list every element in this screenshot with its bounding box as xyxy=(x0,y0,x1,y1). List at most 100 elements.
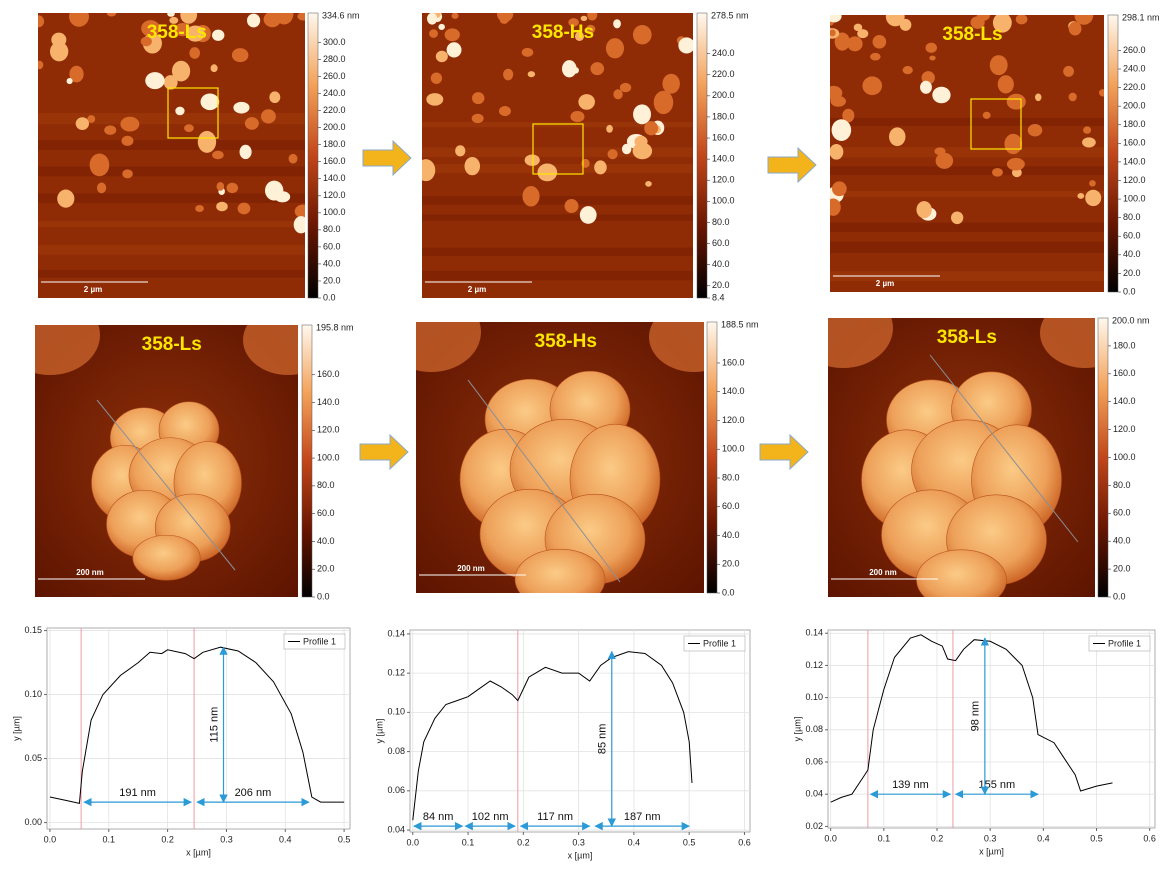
afm-grain xyxy=(289,154,298,164)
panel-label: 358-Ls xyxy=(142,334,202,355)
afm-grain xyxy=(431,72,442,83)
afm-grain xyxy=(243,305,333,375)
x-tick-label: 0.5 xyxy=(338,834,351,844)
afm-grain xyxy=(451,13,458,19)
afm-grain xyxy=(247,14,260,28)
afm-grain xyxy=(275,191,291,202)
afm-grain xyxy=(172,61,190,82)
afm-grain xyxy=(644,121,658,135)
colorbar-tick-label: 60.0 xyxy=(1123,231,1141,241)
colorbar-tick-label: 160.0 xyxy=(317,369,340,379)
colorbar-tick-label: 100.0 xyxy=(1113,452,1136,462)
afm-grain xyxy=(868,80,877,86)
plot-area xyxy=(47,628,350,829)
afm-grain xyxy=(793,288,893,368)
afm-grain xyxy=(1069,22,1082,36)
colorbar-tick-label: 160.0 xyxy=(323,156,346,166)
afm-grain xyxy=(438,24,445,30)
afm-grain xyxy=(212,151,224,159)
afm-grain xyxy=(886,7,905,26)
colorbar-tick-label: 20.0 xyxy=(317,564,335,574)
afm-grain xyxy=(606,38,624,58)
afm-grain xyxy=(1077,193,1084,199)
colorbar-tick-label: 20.0 xyxy=(722,559,740,569)
scale-bar-label: 2 µm xyxy=(468,285,486,294)
colorbar-tick-label: 8.4 xyxy=(712,292,725,302)
colorbar xyxy=(308,13,318,298)
profile-chart: 0.00.10.20.30.40.50.60.020.040.060.080.1… xyxy=(792,628,1156,857)
colorbar-max-label: 200.0 nm xyxy=(1112,315,1150,325)
afm-grain xyxy=(232,48,249,62)
afm-grain xyxy=(195,205,204,212)
afm-grain xyxy=(515,549,605,609)
afm-grain xyxy=(499,106,511,116)
colorbar-tick-label: 80.0 xyxy=(712,217,730,227)
afm-grain xyxy=(120,117,139,132)
afm-grain xyxy=(240,145,252,159)
colorbar-tick-label: 120.0 xyxy=(722,415,745,425)
dimension-label: 139 nm xyxy=(892,779,929,791)
scan-band xyxy=(38,270,305,278)
afm-grain xyxy=(50,42,68,62)
afm-grain xyxy=(998,75,1014,93)
legend-label: Profile 1 xyxy=(1108,638,1141,648)
x-axis-label: x [µm] xyxy=(568,850,593,860)
dimension-label: 206 nm xyxy=(235,787,272,799)
afm-grain xyxy=(916,201,931,218)
colorbar-tick-label: 260.0 xyxy=(323,71,346,81)
afm-image: 200 nm358-Ls200.0 nm0.020.040.060.080.01… xyxy=(793,288,1150,610)
colorbar-tick-label: 240.0 xyxy=(1123,63,1146,73)
colorbar-tick-label: 200.0 xyxy=(712,90,735,100)
afm-grain xyxy=(920,81,932,94)
afm-grain xyxy=(590,62,604,75)
afm-grain xyxy=(1069,93,1077,102)
x-tick-label: 0.5 xyxy=(683,837,696,847)
scan-band xyxy=(830,242,1104,253)
afm-content xyxy=(417,6,695,298)
colorbar-tick-label: 120.0 xyxy=(712,175,735,185)
x-tick-label: 0.4 xyxy=(279,834,292,844)
colorbar-tick-label: 180.0 xyxy=(1113,340,1136,350)
colorbar-tick-label: 220.0 xyxy=(323,105,346,115)
x-tick-label: 0.1 xyxy=(462,837,475,847)
figure: 2 µm358-Ls334.6 nm0.020.040.060.080.0100… xyxy=(0,0,1161,870)
y-tick-label: 0.14 xyxy=(387,628,405,638)
afm-grain xyxy=(857,29,868,38)
afm-grain xyxy=(189,47,200,59)
afm-grain xyxy=(97,183,106,194)
scan-band xyxy=(422,164,693,173)
afm-grain xyxy=(212,30,224,41)
colorbar-tick-label: 180.0 xyxy=(1123,119,1146,129)
afm-grain xyxy=(983,112,991,119)
colorbar-tick-label: 0.0 xyxy=(1113,591,1126,601)
scan-band xyxy=(830,191,1104,197)
afm-grain xyxy=(926,43,937,53)
flow-arrow xyxy=(360,435,408,469)
afm-grain xyxy=(175,107,184,116)
colorbar-tick-label: 240.0 xyxy=(712,48,735,58)
afm-grain xyxy=(107,10,116,17)
colorbar-tick-label: 120.0 xyxy=(317,425,340,435)
colorbar-tick-label: 160.0 xyxy=(712,132,735,142)
afm-grain xyxy=(445,28,460,41)
x-tick-label: 0.0 xyxy=(407,837,420,847)
colorbar-tick-label: 240.0 xyxy=(323,88,346,98)
afm-grain xyxy=(829,144,843,160)
afm-grain xyxy=(1004,134,1022,154)
afm-grain xyxy=(1063,66,1074,77)
colorbar-tick-label: 80.0 xyxy=(1113,480,1131,490)
scan-band xyxy=(830,147,1104,157)
colorbar-tick-label: 60.0 xyxy=(722,501,740,511)
y-tick-label: 0.06 xyxy=(805,756,823,766)
afm-grain xyxy=(613,89,622,99)
scale-bar-label: 200 nm xyxy=(457,564,485,573)
scan-band xyxy=(38,166,305,176)
afm-grain xyxy=(951,211,963,224)
afm-grain xyxy=(832,119,852,141)
afm-grain xyxy=(426,93,443,106)
colorbar-tick-label: 160.0 xyxy=(1123,138,1146,148)
afm-background xyxy=(38,13,305,298)
colorbar-tick-label: 20.0 xyxy=(712,280,730,290)
colorbar-tick-label: 80.0 xyxy=(1123,212,1141,222)
